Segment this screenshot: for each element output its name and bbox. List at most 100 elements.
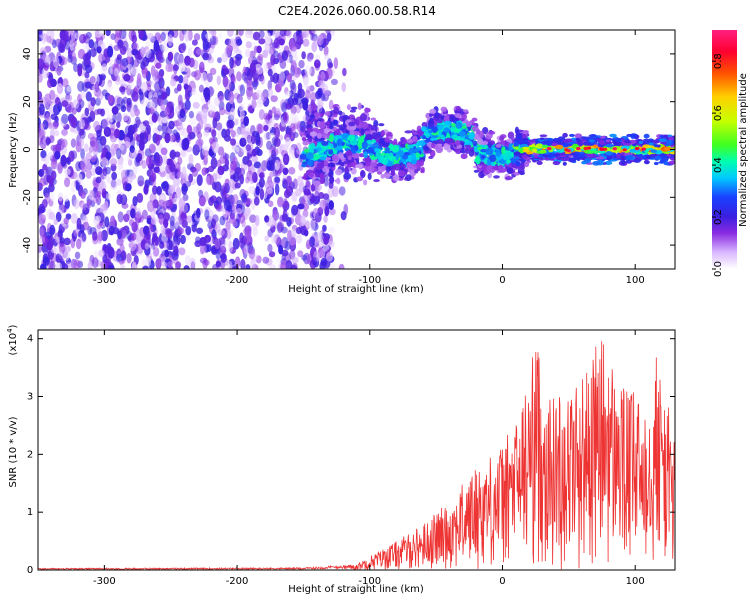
spectrogram-cell <box>80 148 85 160</box>
spectrogram-cell <box>406 162 412 168</box>
spectrogram-cell <box>238 30 244 36</box>
spectrogram-cell <box>68 150 75 163</box>
spectrogram-cell <box>388 155 397 162</box>
spectrogram-cell <box>218 95 225 103</box>
spectrogram-cell <box>532 148 538 153</box>
spectrogram-cell <box>172 235 178 242</box>
spectrogram-cell <box>290 59 297 71</box>
spectrogram-cell <box>83 123 91 131</box>
spectrogram-cell <box>38 128 41 139</box>
spectrogram-cell <box>328 62 334 69</box>
spectrogram-cell <box>78 119 86 129</box>
spectrogram-cell <box>142 120 150 127</box>
spectrogram-cell <box>669 157 675 161</box>
spectrogram-cell <box>131 261 137 269</box>
spectrogram-cell <box>290 105 297 115</box>
spectrogram-cell <box>223 68 230 75</box>
spectrogram-cell <box>584 158 592 164</box>
spectrogram-cell <box>169 149 176 160</box>
spectrogram-cell <box>116 112 122 124</box>
spectrogram-cell <box>160 181 169 189</box>
spectrogram-cell <box>311 257 317 266</box>
spectrogram-cell <box>258 177 265 188</box>
spectrogram-cell <box>39 123 45 130</box>
spectrogram-cell <box>145 97 153 109</box>
spectrogram-cell <box>75 238 82 250</box>
spectrogram-cell <box>301 254 308 261</box>
spectrogram-cell <box>286 30 293 38</box>
spectrogram-cell <box>146 217 152 225</box>
spectrogram-cell <box>328 134 334 143</box>
spectrogram-cell <box>302 100 309 111</box>
spectrogram-cell <box>85 160 92 170</box>
spectrogram-cell <box>205 175 211 185</box>
spectrogram-cell <box>316 162 325 170</box>
spectrogram-cell <box>251 97 257 109</box>
spectrogram-cell <box>267 181 275 189</box>
spectrogram-cell <box>361 121 369 130</box>
spectrogram-cell <box>286 175 292 184</box>
spectrogram-cell <box>623 140 632 144</box>
spectrogram-cell <box>178 247 186 256</box>
spectrogram-cell <box>185 225 192 236</box>
spectrogram-cell <box>105 151 112 160</box>
spectrogram-cell <box>88 146 94 154</box>
spectrogram-cell <box>81 233 87 242</box>
spectrogram-cell <box>326 251 334 262</box>
spectrogram-cell <box>267 68 273 77</box>
spectrogram-cell <box>485 147 494 156</box>
spectrogram-cell <box>147 106 155 115</box>
spectrogram-cell <box>455 121 463 129</box>
spectrogram-cell <box>155 62 162 69</box>
spectrogram-cell <box>281 253 286 261</box>
spectrogram-cell <box>169 134 177 143</box>
spectrogram-cell <box>239 109 245 119</box>
spectrogram-cell <box>44 97 50 107</box>
spectrogram-cell <box>75 141 82 153</box>
spectrogram-cell <box>107 246 115 259</box>
spectrogram-cell <box>499 159 507 164</box>
spectrogram-cell <box>249 50 256 58</box>
spectrogram-cell <box>119 227 127 239</box>
spectrogram-cell <box>123 73 131 82</box>
spectrogram-cell <box>46 242 53 251</box>
spectrogram-cell <box>207 221 214 230</box>
spectrogram-cell <box>117 211 124 223</box>
spectrogram-cell <box>319 172 325 180</box>
spectrogram-cell <box>194 162 201 172</box>
spectrogram-cell <box>191 39 198 46</box>
spectrogram-cell <box>302 209 309 218</box>
spectrogram-cell <box>264 215 270 223</box>
spectrogram-cell <box>153 166 161 173</box>
spectrogram-cell <box>163 218 169 229</box>
spectrogram-cell <box>595 156 605 160</box>
spectrogram-cell <box>633 158 641 163</box>
spectrogram-cell <box>328 240 335 248</box>
spectrogram-cell <box>306 104 314 113</box>
spectrogram-cell <box>255 66 264 75</box>
spectrogram-cell <box>90 156 97 163</box>
spectrogram-cell <box>246 134 253 144</box>
spectrogram-cell <box>321 141 329 146</box>
spectrogram-cell <box>264 235 269 242</box>
spectrogram-cell <box>106 45 114 58</box>
spectrogram-cell <box>160 147 168 156</box>
spectrogram-cell <box>202 39 210 51</box>
spectrogram-cell <box>312 153 320 161</box>
spectrogram-cell <box>273 210 278 220</box>
spectrogram-cell <box>521 154 528 159</box>
spectrogram-cell <box>436 138 444 145</box>
spectrogram-cell <box>195 227 204 234</box>
spectrogram-cell <box>282 167 289 175</box>
spectrogram-cell <box>443 120 452 126</box>
spectrogram-cell <box>152 247 160 257</box>
spectrogram-cell <box>175 118 183 127</box>
spectrogram-cell <box>111 171 118 181</box>
spectrogram-cell <box>55 262 62 269</box>
spectrogram-cell <box>266 140 272 150</box>
spectrogram-cell <box>90 97 96 107</box>
spectrogram-cell <box>222 75 229 88</box>
spectrogram-cell <box>211 111 217 119</box>
spectrogram-cell <box>308 52 314 60</box>
spectrogram-cell <box>291 256 299 264</box>
